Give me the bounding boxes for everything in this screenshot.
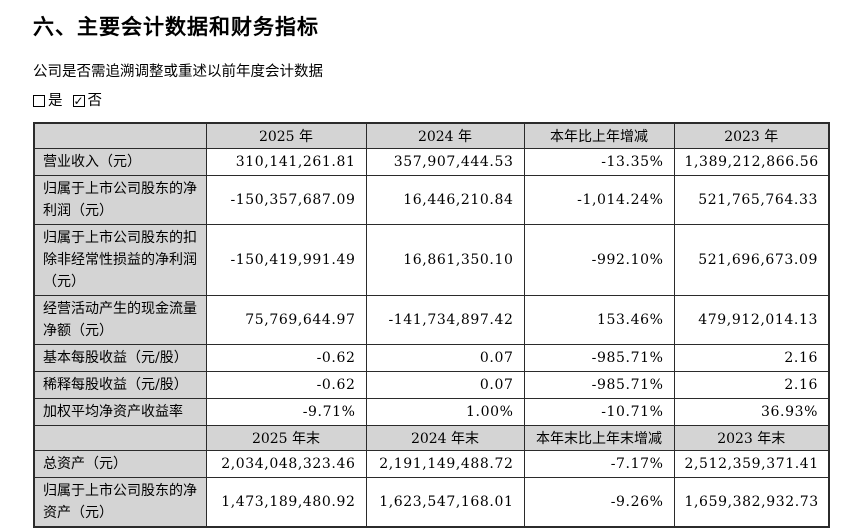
restatement-options: 是 ✓ 否 <box>33 92 828 110</box>
value-cell: 16,446,210.84 <box>365 175 525 225</box>
row-label: 营业收入（元） <box>33 148 207 176</box>
row-label: 总资产（元） <box>33 450 207 478</box>
value-cell: -1,014.24% <box>523 175 675 225</box>
value-cell: -0.62 <box>205 344 367 372</box>
value-cell: 16,861,350.10 <box>365 224 525 296</box>
value-cell: 0.07 <box>365 371 525 399</box>
column-header-2025-end: 2025 年末 <box>205 425 367 451</box>
checkbox-unchecked-icon <box>33 95 45 107</box>
financial-indicators-table: 2025 年 2024 年 本年比上年增减 2023 年 营业收入（元） 310… <box>33 122 830 528</box>
checkbox-checked-icon: ✓ <box>72 94 85 108</box>
value-cell: -992.10% <box>523 224 675 296</box>
value-cell: 521,765,764.33 <box>673 175 830 225</box>
value-cell: 0.07 <box>365 344 525 372</box>
option-yes-label: 是 <box>48 93 63 109</box>
column-header-period-end-change: 本年末比上年末增减 <box>523 425 675 451</box>
column-header-2025: 2025 年 <box>205 122 367 149</box>
value-cell: -150,357,687.09 <box>205 175 367 225</box>
value-cell: -141,734,897.42 <box>365 295 525 345</box>
value-cell: 1,389,212,866.56 <box>673 148 830 176</box>
column-header-2023: 2023 年 <box>673 122 830 149</box>
value-cell: 2.16 <box>673 344 830 372</box>
table-row-net-assets: 归属于上市公司股东的净资产（元） 1,473,189,480.92 1,623,… <box>33 477 830 528</box>
option-yes: 是 <box>33 92 63 110</box>
row-label: 经营活动产生的现金流量净额（元） <box>33 295 207 345</box>
table-row-weighted-avg-roe: 加权平均净资产收益率 -9.71% 1.00% -10.71% 36.93% <box>33 398 830 426</box>
value-cell: 357,907,444.53 <box>365 148 525 176</box>
value-cell: 2,191,149,488.72 <box>365 450 525 478</box>
value-cell: -13.35% <box>523 148 675 176</box>
value-cell: -9.26% <box>523 477 675 528</box>
row-label: 加权平均净资产收益率 <box>33 398 207 426</box>
option-no: ✓ 否 <box>72 92 103 110</box>
value-cell: 1.00% <box>365 398 525 426</box>
column-header-2024: 2024 年 <box>365 122 525 149</box>
column-header <box>33 122 207 149</box>
section-title: 六、主要会计数据和财务指标 <box>33 14 319 39</box>
row-label: 归属于上市公司股东的净资产（元） <box>33 477 207 528</box>
option-no-label: 否 <box>87 93 103 109</box>
table-row-total-assets: 总资产（元） 2,034,048,323.46 2,191,149,488.72… <box>33 450 830 478</box>
value-cell: 2,034,048,323.46 <box>205 450 367 478</box>
column-header <box>33 425 207 451</box>
value-cell: 1,623,547,168.01 <box>365 477 525 528</box>
value-cell: -985.71% <box>523 371 675 399</box>
value-cell: 521,696,673.09 <box>673 224 830 296</box>
table-row-net-profit: 归属于上市公司股东的净利润（元） -150,357,687.09 16,446,… <box>33 175 830 225</box>
table-row-basic-eps: 基本每股收益（元/股） -0.62 0.07 -985.71% 2.16 <box>33 344 830 372</box>
table-row-revenue: 营业收入（元） 310,141,261.81 357,907,444.53 -1… <box>33 148 830 176</box>
value-cell: 153.46% <box>523 295 675 345</box>
table-row-diluted-eps: 稀释每股收益（元/股） -0.62 0.07 -985.71% 2.16 <box>33 371 830 399</box>
table-row-operating-cash-flow: 经营活动产生的现金流量净额（元） 75,769,644.97 -141,734,… <box>33 295 830 345</box>
value-cell: -150,419,991.49 <box>205 224 367 296</box>
row-label: 基本每股收益（元/股） <box>33 344 207 372</box>
value-cell: 1,473,189,480.92 <box>205 477 367 528</box>
annual-header-row: 2025 年 2024 年 本年比上年增减 2023 年 <box>33 122 830 149</box>
value-cell: 310,141,261.81 <box>205 148 367 176</box>
value-cell: 479,912,014.13 <box>673 295 830 345</box>
value-cell: 75,769,644.97 <box>205 295 367 345</box>
value-cell: 2,512,359,371.41 <box>673 450 830 478</box>
value-cell: -985.71% <box>523 344 675 372</box>
period-end-header-row: 2025 年末 2024 年末 本年末比上年末增减 2023 年末 <box>33 425 830 451</box>
value-cell: -0.62 <box>205 371 367 399</box>
value-cell: -10.71% <box>523 398 675 426</box>
value-cell: -7.17% <box>523 450 675 478</box>
value-cell: 1,659,382,932.73 <box>673 477 830 528</box>
column-header-yoy-change: 本年比上年增减 <box>523 122 675 149</box>
column-header-2023-end: 2023 年末 <box>673 425 830 451</box>
row-label: 归属于上市公司股东的净利润（元） <box>33 175 207 225</box>
value-cell: -9.71% <box>205 398 367 426</box>
restatement-question: 公司是否需追溯调整或重述以前年度会计数据 <box>33 64 323 80</box>
value-cell: 2.16 <box>673 371 830 399</box>
row-label: 归属于上市公司股东的扣除非经常性损益的净利润（元） <box>33 224 207 296</box>
column-header-2024-end: 2024 年末 <box>365 425 525 451</box>
value-cell: 36.93% <box>673 398 830 426</box>
table-row-net-profit-excl-nonrecurring: 归属于上市公司股东的扣除非经常性损益的净利润（元） -150,419,991.4… <box>33 224 830 296</box>
row-label: 稀释每股收益（元/股） <box>33 371 207 399</box>
